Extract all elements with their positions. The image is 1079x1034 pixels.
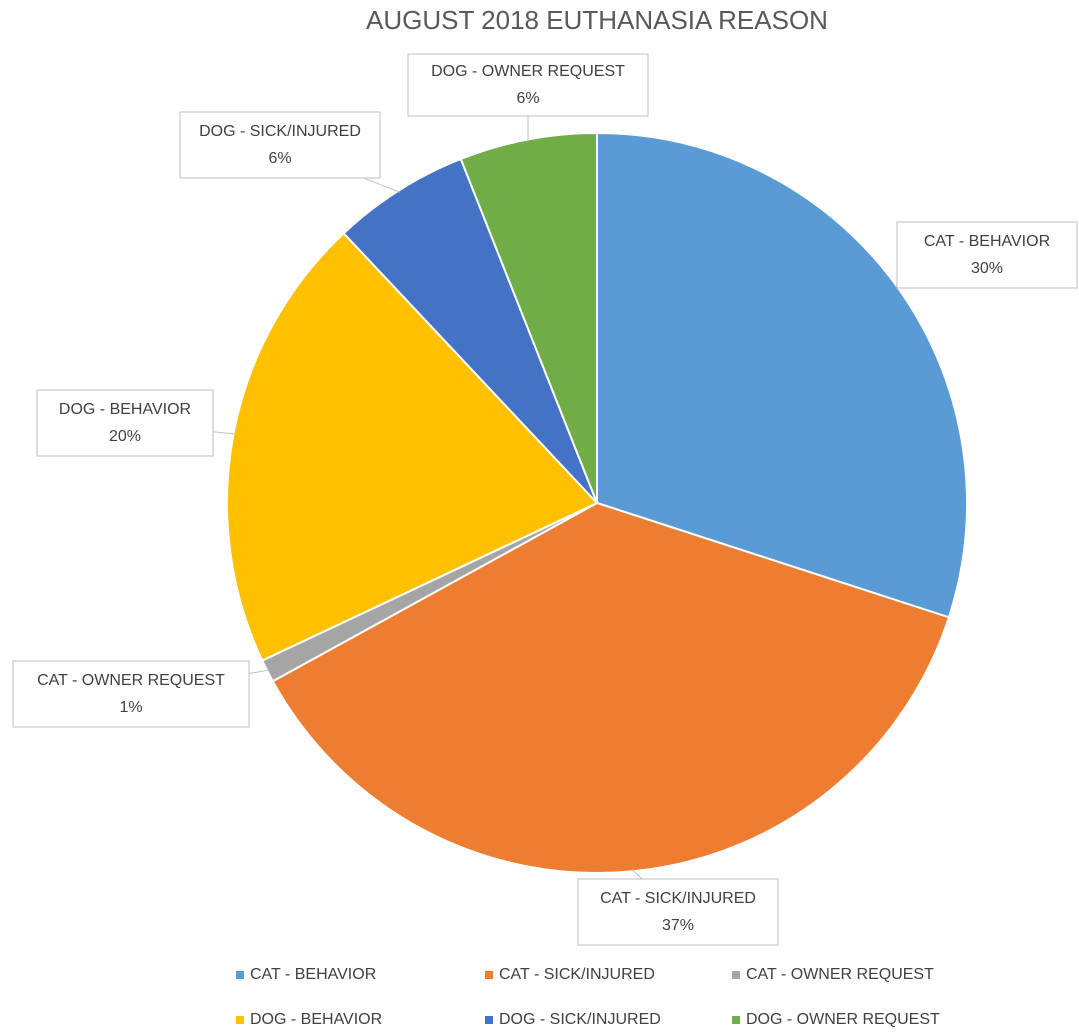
- pie-slice: [342, 157, 598, 504]
- callout-box: [577, 878, 779, 946]
- legend-swatch: [732, 1016, 740, 1024]
- pie-slice: [271, 501, 951, 874]
- legend-swatch: [236, 971, 244, 979]
- data-label-value: 20%: [109, 428, 141, 445]
- legend-label: DOG - SICK/INJURED: [499, 1011, 661, 1028]
- callout-box: [36, 389, 214, 457]
- data-label-name: CAT - OWNER REQUEST: [37, 672, 225, 689]
- data-label-value: 6%: [268, 150, 291, 167]
- data-label-value: 30%: [971, 260, 1003, 277]
- legend-label: DOG - BEHAVIOR: [250, 1011, 382, 1028]
- legend-swatch: [236, 1016, 244, 1024]
- callout-box: [179, 111, 381, 179]
- data-label-name: CAT - BEHAVIOR: [924, 233, 1050, 250]
- legend-label: CAT - SICK/INJURED: [499, 966, 655, 983]
- data-label-name: DOG - SICK/INJURED: [199, 123, 361, 140]
- data-label-value: 6%: [516, 90, 539, 107]
- callout-box: [896, 221, 1078, 289]
- legend-swatch: [485, 1016, 493, 1024]
- data-label-value: 37%: [662, 917, 694, 934]
- legend-swatch: [732, 971, 740, 979]
- callout-box: [407, 53, 649, 117]
- data-label-name: DOG - OWNER REQUEST: [431, 63, 625, 80]
- data-label-value: 1%: [119, 699, 142, 716]
- callout-box: [12, 660, 250, 728]
- data-label-name: CAT - SICK/INJURED: [600, 890, 756, 907]
- legend-label: DOG - OWNER REQUEST: [746, 1011, 940, 1028]
- pie-slice: [596, 131, 968, 619]
- chart-title: AUGUST 2018 EUTHANASIA REASON: [366, 5, 828, 35]
- legend-label: CAT - OWNER REQUEST: [746, 966, 934, 983]
- legend-swatch: [485, 971, 493, 979]
- data-label-name: DOG - BEHAVIOR: [59, 401, 191, 418]
- legend-label: CAT - BEHAVIOR: [250, 966, 376, 983]
